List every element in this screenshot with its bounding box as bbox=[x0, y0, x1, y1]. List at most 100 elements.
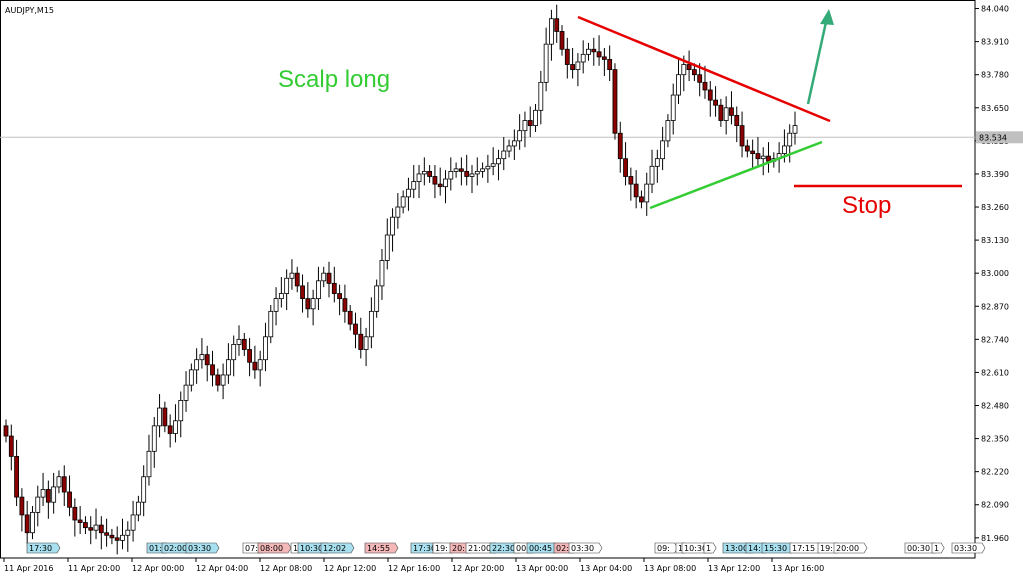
support-trendline bbox=[649, 140, 823, 210]
x-tick-label: 13 Apr 00:00 bbox=[516, 564, 568, 573]
session-tag-label: 21:00 bbox=[468, 544, 491, 553]
candle-body bbox=[363, 336, 369, 350]
candle-body bbox=[686, 64, 692, 71]
x-tick-label: 11 Apr 2016 bbox=[4, 564, 53, 573]
candle-body bbox=[633, 183, 639, 198]
candle-body bbox=[305, 298, 311, 310]
candle-body bbox=[72, 506, 78, 521]
candle-body bbox=[416, 173, 422, 182]
session-tag-box bbox=[257, 542, 292, 554]
candle-body bbox=[368, 310, 374, 338]
annotation-stop: Stop bbox=[842, 192, 891, 219]
candle-body bbox=[141, 476, 147, 503]
candle-body bbox=[723, 107, 729, 121]
y-tick-label: 82.610 bbox=[981, 368, 1009, 377]
session-tag-label: 20: bbox=[452, 544, 465, 553]
candle-body bbox=[40, 489, 46, 498]
candle-body bbox=[729, 107, 734, 116]
candle-body bbox=[56, 476, 62, 488]
session-tag-box bbox=[320, 542, 355, 554]
candle-body bbox=[538, 81, 544, 111]
session-tag-label: 00:30 bbox=[907, 544, 930, 553]
candle-body bbox=[596, 51, 602, 58]
candle-body bbox=[390, 216, 395, 236]
candle-body bbox=[697, 74, 703, 83]
session-tag-label: 00: bbox=[516, 544, 529, 553]
candle-body bbox=[660, 140, 666, 160]
candle-body bbox=[681, 64, 687, 76]
candle-body bbox=[453, 168, 459, 172]
candle-body bbox=[268, 310, 274, 338]
candle-body bbox=[707, 89, 713, 101]
candle-body bbox=[331, 282, 337, 294]
candle-body bbox=[766, 155, 771, 162]
candle-body bbox=[469, 173, 475, 177]
session-tag-label: 00:45 bbox=[529, 544, 552, 553]
candle-body bbox=[337, 293, 343, 300]
candle-body bbox=[109, 534, 115, 539]
session-tag-label: 02:00 bbox=[164, 544, 187, 553]
y-tick-label: 82.740 bbox=[981, 335, 1009, 344]
candle-body bbox=[755, 153, 761, 160]
candle-body bbox=[77, 519, 83, 523]
candle-body bbox=[400, 196, 406, 208]
candle-body bbox=[247, 349, 252, 363]
candle-body bbox=[45, 489, 51, 503]
y-tick-label: 82.220 bbox=[981, 468, 1009, 477]
candle-body bbox=[289, 272, 295, 279]
candle-body bbox=[496, 158, 501, 165]
session-tag-label: 1 bbox=[934, 544, 939, 553]
session-tag-label: 1 bbox=[293, 544, 298, 553]
session-tag-box bbox=[364, 542, 399, 554]
candle-body bbox=[549, 18, 554, 45]
session-tag-label: 08:00 bbox=[260, 544, 283, 553]
candle-body bbox=[543, 43, 549, 83]
candle-body bbox=[326, 272, 332, 284]
candle-body bbox=[252, 361, 258, 371]
candle-body bbox=[167, 425, 173, 434]
resistance-trendline bbox=[577, 15, 831, 123]
candle-body bbox=[300, 285, 305, 300]
candle-body bbox=[628, 176, 634, 185]
candle-body bbox=[183, 384, 189, 401]
candle-body bbox=[601, 56, 607, 60]
y-tick-label: 82.090 bbox=[981, 501, 1009, 510]
candle-body bbox=[437, 183, 443, 188]
candle-body bbox=[379, 260, 385, 287]
candle-body bbox=[151, 425, 157, 452]
candle-body bbox=[204, 354, 210, 366]
candle-body bbox=[734, 115, 740, 126]
candle-body bbox=[384, 234, 390, 261]
candle-body bbox=[125, 529, 131, 536]
y-tick-label: 83.650 bbox=[981, 104, 1009, 113]
candle-body bbox=[162, 407, 168, 427]
x-tick-label: 12 Apr 00:00 bbox=[132, 564, 184, 573]
candle-body bbox=[135, 501, 141, 516]
candle-body bbox=[448, 170, 454, 180]
candle-body bbox=[188, 369, 194, 386]
candle-body bbox=[353, 323, 358, 335]
session-tag-label: 17:15 bbox=[792, 544, 815, 553]
session-tag-box bbox=[26, 542, 61, 554]
current-price-label: 83.534 bbox=[979, 133, 1007, 142]
x-tick-label: 13 Apr 08:00 bbox=[644, 564, 696, 573]
session-tag-box bbox=[931, 542, 945, 554]
candle-body bbox=[676, 74, 681, 96]
candle-body bbox=[506, 145, 512, 152]
y-tick-label: 82.350 bbox=[981, 435, 1009, 444]
candle-body bbox=[14, 455, 19, 498]
candle-body bbox=[98, 524, 104, 534]
session-tag-label: 14:55 bbox=[367, 544, 390, 553]
x-tick-label: 13 Apr 12:00 bbox=[708, 564, 760, 573]
candle-body bbox=[639, 196, 644, 203]
candle-body bbox=[432, 176, 438, 185]
candle-body bbox=[51, 486, 57, 503]
candle-body bbox=[591, 48, 597, 53]
candle-body bbox=[490, 163, 496, 167]
y-tick-label: 83.390 bbox=[981, 170, 1009, 179]
candle-body bbox=[374, 285, 380, 312]
session-tag-box bbox=[703, 542, 717, 554]
candle-body bbox=[263, 336, 268, 361]
candle-body bbox=[511, 140, 517, 147]
candle-body bbox=[273, 298, 279, 312]
